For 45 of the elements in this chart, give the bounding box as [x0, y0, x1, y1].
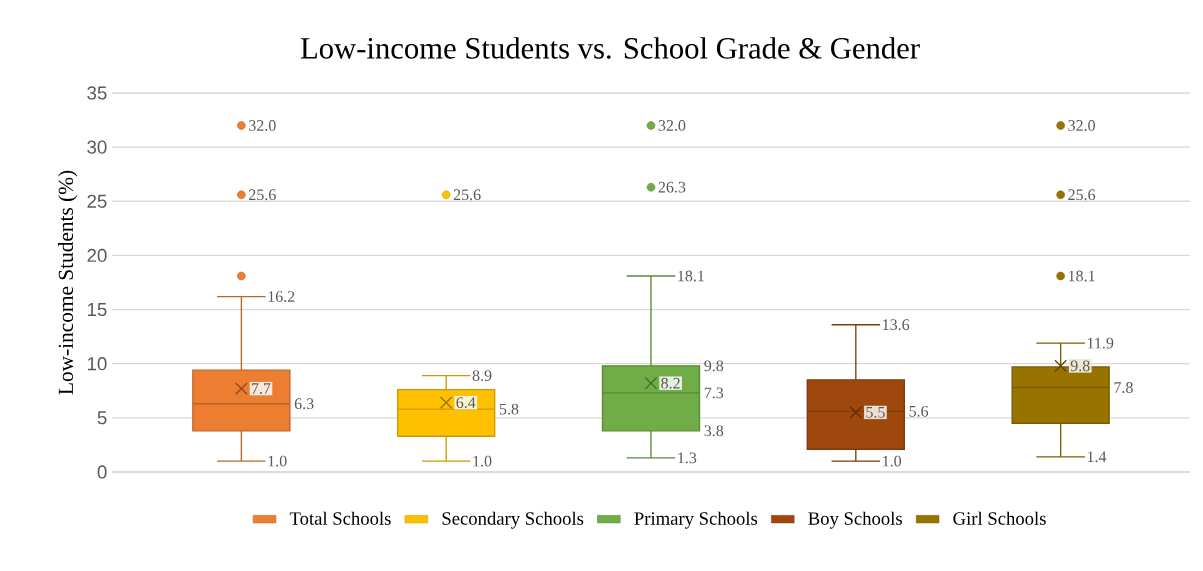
y-axis-title: Low-income Students (%)	[58, 170, 78, 395]
annotation: 7.7	[252, 383, 271, 394]
annotation: 6.4	[456, 397, 476, 409]
y-tick-label: 0	[97, 465, 107, 479]
y-tick-label: 25	[87, 194, 107, 208]
legend-label: Secondary Schools	[442, 511, 584, 529]
legend-label: Girl Schools	[953, 511, 1046, 525]
annotation: 7.3	[704, 387, 724, 399]
annotation: 5.8	[499, 403, 519, 415]
y-tick-label: 10	[87, 357, 107, 371]
annotation: 9.8	[704, 360, 724, 372]
annotation: 6.3	[294, 398, 314, 410]
annotation: 8.9	[472, 370, 492, 382]
y-tick-label: 20	[87, 248, 107, 263]
annotation: 18.1	[1068, 270, 1095, 282]
annotation: 9.8	[1070, 360, 1090, 372]
annotation: 25.6	[1068, 189, 1096, 201]
y-tick-label: 15	[87, 303, 107, 317]
annotation: 25.6	[249, 189, 276, 201]
annotation: 16.2	[268, 291, 295, 302]
annotation: 5.5	[866, 407, 885, 418]
annotation: 25.6	[453, 189, 481, 201]
annotation: 8.2	[661, 377, 680, 389]
annotation: 7.8	[1114, 382, 1133, 393]
y-tick-label: 35	[87, 86, 107, 100]
annotation: 5.6	[909, 405, 929, 417]
annotation: 1.0	[883, 455, 902, 467]
annotation: 32.0	[658, 120, 686, 131]
annotation: 32.0	[249, 120, 276, 131]
annotation: 1.4	[1087, 451, 1107, 463]
annotation: 1.3	[678, 452, 697, 464]
annotation: 26.3	[658, 181, 686, 193]
legend-label: Total Schools	[289, 511, 391, 525]
annotation: 1.0	[473, 455, 492, 467]
legend-label: Primary Schools	[634, 511, 758, 529]
legend-label: Boy Schools	[808, 511, 902, 529]
annotation: 32.0	[1068, 120, 1095, 131]
y-tick-label: 5	[97, 411, 107, 425]
annotation: 3.8	[704, 425, 724, 437]
annotation: 13.6	[883, 319, 910, 331]
annotation: 1.0	[268, 455, 287, 467]
annotation: 18.1	[678, 270, 704, 282]
y-tick-label: 30	[87, 140, 107, 154]
annotation: 11.9	[1087, 337, 1114, 349]
chart-title: Low-income Students vs. School Grade & Gender	[300, 37, 920, 59]
